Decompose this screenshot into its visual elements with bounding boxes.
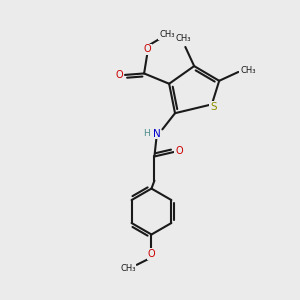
Text: CH₃: CH₃ xyxy=(120,264,136,273)
Text: O: O xyxy=(144,44,152,54)
Text: O: O xyxy=(116,70,124,80)
Text: O: O xyxy=(148,249,155,259)
Text: CH₃: CH₃ xyxy=(159,30,175,39)
Text: CH₃: CH₃ xyxy=(240,66,256,75)
Text: O: O xyxy=(175,146,183,157)
Text: S: S xyxy=(210,102,217,112)
Text: H: H xyxy=(143,129,150,138)
Text: CH₃: CH₃ xyxy=(175,34,191,43)
Text: N: N xyxy=(153,129,160,139)
